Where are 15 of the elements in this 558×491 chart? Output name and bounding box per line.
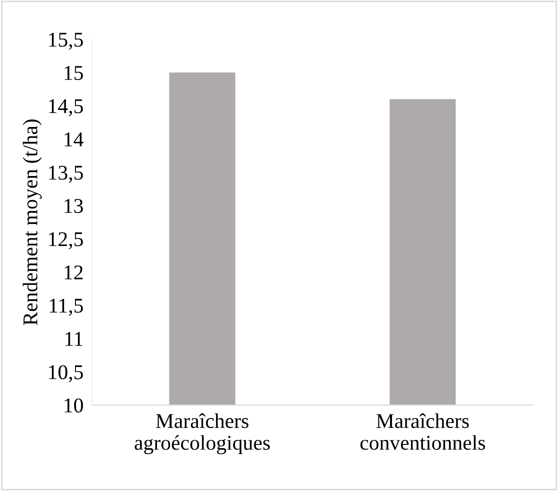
x-tick-label: Maraîchers agroécologiques [134,413,270,454]
y-tick-label: 12 [64,265,83,280]
y-tick-label: 14 [64,132,84,146]
y-tick-label: 13 [64,198,83,213]
x-tick-label: Maraîchers conventionnels [360,413,485,450]
y-tick-label: 12,5 [49,232,83,250]
y-tick-label: 11 [66,332,82,346]
y-tick-label: 15,5 [49,32,83,50]
y-tick-label: 13,5 [49,166,83,183]
y-tick-label: 10,5 [49,365,83,382]
y-tick-label: 10 [64,398,83,413]
y-tick-label: 14,5 [49,99,83,116]
y-tick-label: 15 [64,66,83,80]
y-tick-label: 11,5 [50,298,83,316]
y-axis-title: Rendement moyen (t/ha) [22,120,42,326]
